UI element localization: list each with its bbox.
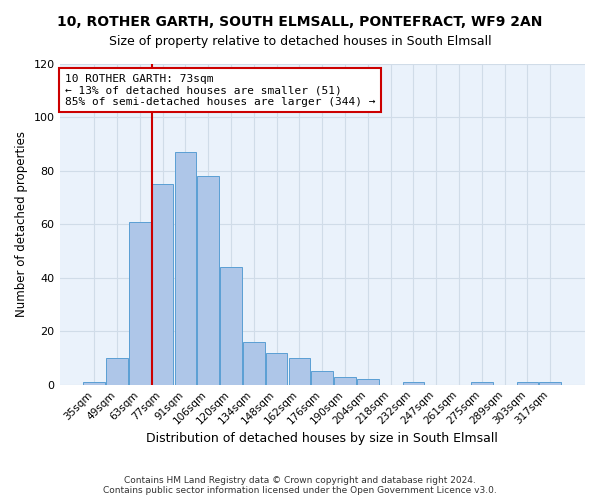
- Bar: [83, 382, 105, 384]
- Text: 10, ROTHER GARTH, SOUTH ELMSALL, PONTEFRACT, WF9 2AN: 10, ROTHER GARTH, SOUTH ELMSALL, PONTEFR…: [58, 15, 542, 29]
- Bar: [129, 222, 151, 384]
- Text: Contains HM Land Registry data © Crown copyright and database right 2024.
Contai: Contains HM Land Registry data © Crown c…: [103, 476, 497, 495]
- Text: Size of property relative to detached houses in South Elmsall: Size of property relative to detached ho…: [109, 35, 491, 48]
- Bar: [539, 382, 561, 384]
- X-axis label: Distribution of detached houses by size in South Elmsall: Distribution of detached houses by size …: [146, 432, 498, 445]
- Bar: [175, 152, 196, 384]
- Bar: [220, 267, 242, 384]
- Bar: [197, 176, 219, 384]
- Y-axis label: Number of detached properties: Number of detached properties: [15, 132, 28, 318]
- Bar: [357, 380, 379, 384]
- Bar: [266, 352, 287, 384]
- Bar: [243, 342, 265, 384]
- Bar: [334, 376, 356, 384]
- Bar: [403, 382, 424, 384]
- Bar: [471, 382, 493, 384]
- Text: 10 ROTHER GARTH: 73sqm
← 13% of detached houses are smaller (51)
85% of semi-det: 10 ROTHER GARTH: 73sqm ← 13% of detached…: [65, 74, 375, 107]
- Bar: [311, 372, 333, 384]
- Bar: [289, 358, 310, 384]
- Bar: [517, 382, 538, 384]
- Bar: [106, 358, 128, 384]
- Bar: [152, 184, 173, 384]
